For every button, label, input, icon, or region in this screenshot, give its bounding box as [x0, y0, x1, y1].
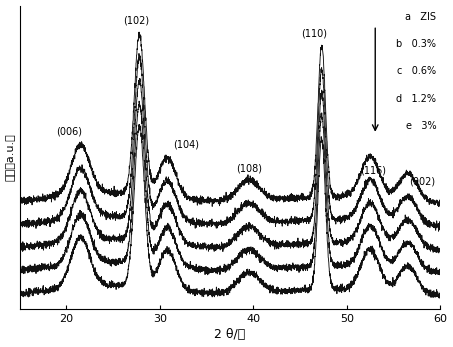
Text: (006): (006) [56, 126, 82, 136]
Text: (102): (102) [124, 15, 149, 25]
Text: (108): (108) [236, 164, 262, 174]
Text: e   3%: e 3% [405, 121, 436, 131]
Text: (116): (116) [360, 165, 386, 175]
Text: (002): (002) [409, 177, 435, 187]
Y-axis label: 峰强（a.u.）: 峰强（a.u.） [5, 134, 15, 181]
Text: d   1.2%: d 1.2% [396, 94, 436, 104]
Text: (110): (110) [301, 28, 327, 38]
Text: (104): (104) [173, 140, 199, 150]
Text: a   ZIS: a ZIS [405, 12, 436, 22]
Text: b   0.3%: b 0.3% [396, 39, 436, 49]
X-axis label: 2 θ/度: 2 θ/度 [214, 329, 246, 341]
Text: c   0.6%: c 0.6% [397, 66, 436, 76]
